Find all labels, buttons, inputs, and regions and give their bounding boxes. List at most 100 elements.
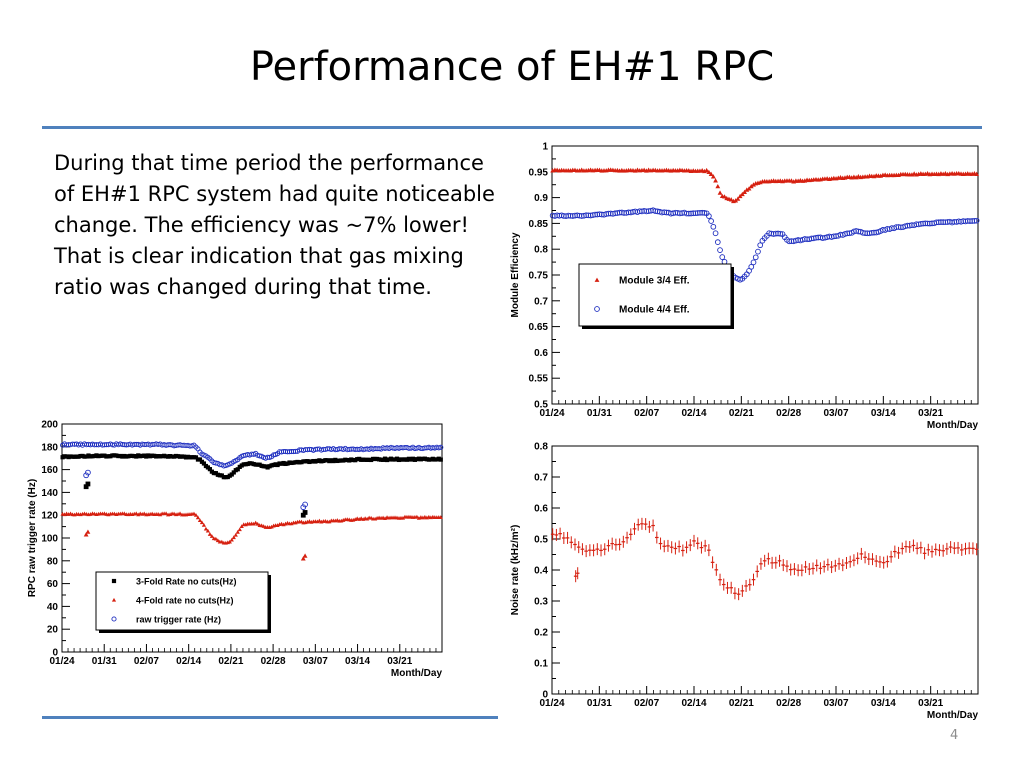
y-tick-label: 0.95 [529, 167, 549, 178]
y-tick-label: 200 [41, 420, 58, 431]
x-axis-label: Month/Day [391, 668, 443, 679]
data-point-triangle [235, 529, 240, 534]
data-point-circle [755, 248, 761, 255]
data-point-triangle [231, 535, 236, 540]
y-tick-label: 0 [542, 690, 548, 701]
data-point-triangle [83, 532, 89, 537]
y-tick-label: 0.5 [534, 535, 548, 546]
data-point-triangle [158, 512, 163, 517]
x-tick-label: 03/07 [823, 408, 848, 419]
data-point-triangle [733, 198, 739, 203]
data-point-triangle [735, 196, 741, 201]
data-point-square [83, 484, 89, 490]
x-tick-label: 02/21 [218, 656, 243, 667]
legend-label: 4-Fold rate no cuts(Hz) [136, 596, 234, 606]
data-point-triangle [195, 515, 201, 520]
x-tick-label: 01/31 [587, 408, 612, 419]
noise-rate-chart: 0 0.1 0.2 0.3 0.4 0.5 0.6 0.7 0.8 01/24 01/31 02/07… [510, 442, 979, 721]
x-tick-label: 01/31 [92, 656, 117, 667]
legend-box [578, 263, 732, 327]
data-point-triangle [229, 537, 234, 542]
x-tick-label: 03/21 [918, 408, 943, 419]
data-point-triangle [382, 516, 388, 520]
data-point-circle [438, 444, 444, 450]
data-point-circle [752, 254, 759, 261]
data-point-square [193, 455, 199, 460]
data-point-circle [714, 239, 721, 246]
data-point-circle [85, 469, 91, 476]
title-divider [42, 126, 982, 129]
y-axis-label: Noise rate (kHz/m²) [510, 525, 521, 616]
y-tick-label: 160 [41, 465, 58, 476]
data-point-triangle [191, 511, 197, 516]
x-tick-label: 03/07 [303, 656, 328, 667]
data-point-triangle [251, 521, 256, 526]
data-point-circle [719, 254, 726, 260]
x-tick-label: 02/07 [634, 698, 659, 709]
y-tick-label: 140 [41, 488, 58, 499]
data-point-triangle [710, 174, 716, 179]
x-tick-label: 02/14 [681, 408, 706, 419]
data-point-triangle [974, 171, 980, 176]
data-point-triangle [708, 171, 714, 176]
x-tick-label: 02/28 [261, 656, 286, 667]
data-point-circle [594, 306, 600, 312]
data-point-triangle [746, 186, 752, 191]
y-tick-label: 0.65 [529, 322, 549, 333]
trigger-rate-chart: 0 20 40 60 80 100 120 140 160 180 200 01/24 01/31 02/… [27, 420, 444, 679]
data-point-triangle [201, 522, 207, 527]
data-point-square [111, 578, 117, 584]
data-point-square [201, 461, 207, 466]
data-point-circle [708, 218, 714, 224]
data-point-triangle [233, 532, 238, 537]
data-points [60, 441, 444, 561]
y-tick-label: 0.75 [529, 271, 549, 282]
module-efficiency-chart: 0.5 0.55 0.6 0.65 0.7 0.75 0.8 0.85 0.9 0.95 1 01/2… [510, 142, 980, 431]
legend-label: raw trigger rate (Hz) [136, 615, 221, 625]
data-point-triangle [205, 528, 211, 533]
x-tick-label: 02/14 [176, 656, 201, 667]
data-point-triangle [237, 527, 242, 532]
series-1 [549, 207, 980, 283]
x-tick-label: 02/21 [729, 408, 754, 419]
data-point-triangle [744, 187, 750, 192]
data-point-triangle [227, 539, 232, 544]
y-tick-label: 20 [47, 625, 59, 636]
series-0 [60, 453, 443, 480]
x-tick-label: 02/07 [134, 656, 159, 667]
x-tick-label: 03/14 [871, 408, 896, 419]
data-point-triangle [300, 556, 306, 561]
x-tick-label: 01/24 [49, 656, 74, 667]
y-tick-label: 0.2 [534, 628, 548, 639]
x-tick-label: 02/14 [681, 698, 706, 709]
data-point-square [235, 467, 240, 472]
data-point-triangle [713, 178, 718, 183]
data-point-triangle [253, 520, 258, 525]
x-tick-label: 03/21 [918, 698, 943, 709]
data-point-circle [706, 213, 712, 219]
x-tick-label: 03/07 [823, 698, 848, 709]
data-point-square [231, 470, 236, 475]
y-tick-label: 0.3 [534, 597, 548, 608]
data-point-circle [973, 217, 980, 224]
series-1 [60, 511, 443, 545]
data-point-triangle [85, 529, 91, 534]
data-point-triangle [748, 183, 754, 189]
data-point-triangle [717, 190, 723, 195]
y-tick-label: 80 [47, 556, 59, 567]
y-tick-label: 0.6 [534, 504, 548, 515]
data-point-triangle [209, 534, 214, 538]
x-tick-label: 03/14 [871, 698, 896, 709]
data-point-triangle [164, 511, 169, 516]
data-point-triangle [706, 169, 712, 175]
data-point-circle [302, 501, 308, 508]
x-tick-label: 02/28 [776, 698, 801, 709]
slide-title: Performance of EH#1 RPC [249, 44, 775, 90]
data-point-square [197, 457, 203, 462]
data-point-triangle [414, 514, 420, 519]
page-number: 4 [950, 728, 959, 743]
data-point-circle [750, 259, 757, 266]
data-point-circle [111, 616, 117, 622]
footer-divider [42, 716, 498, 719]
data-point-triangle [400, 515, 406, 520]
